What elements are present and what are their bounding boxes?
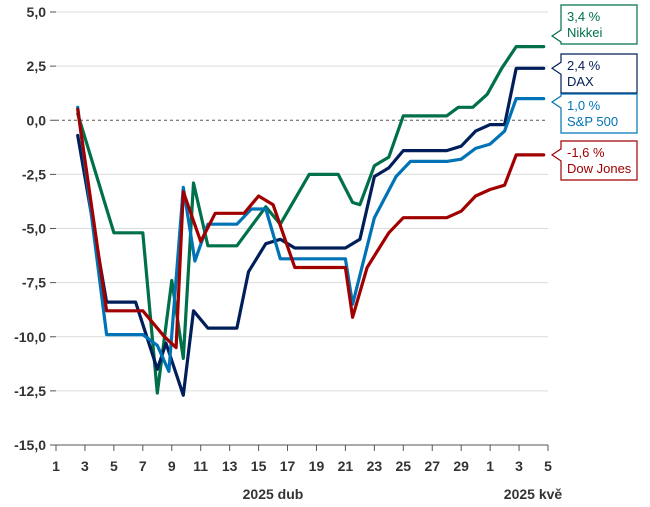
legend-tag-box-nikkei (550, 4, 638, 45)
x-group-label-april: 2025 dub (243, 486, 304, 502)
legend-value-dow-jones: -1,6 % (567, 145, 605, 160)
x-tick-label-16: 3 (515, 458, 523, 474)
legend-name-nikkei: Nikkei (567, 25, 603, 40)
legend-tag-box-s-p-500 (550, 93, 638, 134)
x-tick-label-7: 15 (251, 458, 267, 474)
series-line-s-p-500 (76, 97, 546, 373)
x-tick-label-11: 23 (367, 458, 383, 474)
x-tick-label-4: 9 (168, 458, 176, 474)
y-tick-label-8: -15,0 (14, 437, 46, 453)
y-axis: 5,0 2,5 0,0 -2,5 -5,0 -7,5 -10,0 -12,5 -15,0 (14, 4, 56, 453)
x-group-label-may: 2025 kvě (504, 486, 563, 502)
y-tick-label-4: -5,0 (22, 221, 46, 237)
y-tick-label-1: 2,5 (27, 58, 47, 74)
y-tick-label-5: -7,5 (22, 275, 46, 291)
x-tick-label-17: 5 (544, 458, 552, 474)
x-tick-label-13: 27 (424, 458, 440, 474)
y-tick-label-6: -10,0 (14, 329, 46, 345)
y-tick-label-2: 0,0 (27, 112, 47, 128)
x-tick-label-8: 17 (280, 458, 296, 474)
x-tick-label-5: 11 (193, 458, 208, 474)
legend-tag-dax: 2,4 %DAX (550, 53, 638, 94)
y-tick-label-0: 5,0 (27, 4, 47, 20)
legend-tag-nikkei: 3,4 %Nikkei (550, 4, 638, 45)
series-line-dax (76, 66, 546, 397)
x-tick-label-2: 5 (110, 458, 118, 474)
x-tick-label-3: 7 (139, 458, 147, 474)
x-tick-label-9: 19 (309, 458, 325, 474)
legend-value-dax: 2,4 % (567, 58, 601, 73)
x-tick-label-0: 1 (52, 458, 60, 474)
series-line-dow-jones (76, 107, 546, 350)
series-lines (76, 45, 546, 397)
y-tick-label-7: -12,5 (14, 383, 46, 399)
x-tick-label-14: 29 (453, 458, 469, 474)
x-tick-label-1: 3 (81, 458, 89, 474)
legend-name-dow-jones: Dow Jones (567, 161, 632, 176)
legend-name-dax: DAX (567, 74, 594, 89)
gridlines (56, 11, 548, 446)
legend-tag-box-dow-jones (550, 140, 638, 181)
x-tick-label-10: 21 (338, 458, 354, 474)
legend-tag-s-p-500: 1,0 %S&P 500 (550, 93, 638, 134)
x-tick-label-15: 1 (486, 458, 494, 474)
x-tick-label-6: 13 (222, 458, 238, 474)
x-tick-label-12: 25 (396, 458, 412, 474)
legend-tag-box-dax (550, 53, 638, 94)
legend-tag-dow-jones: -1,6 %Dow Jones (550, 140, 638, 181)
legend-name-s-p-500: S&P 500 (567, 114, 618, 129)
legend-value-nikkei: 3,4 % (567, 9, 601, 24)
y-tick-label-3: -2,5 (22, 166, 46, 182)
legend-value-s-p-500: 1,0 % (567, 98, 601, 113)
x-axis: 2025 dub 2025 kvě 1 3 5 7 9 11 13 15 17 19 21 23 25 2… (52, 444, 563, 502)
